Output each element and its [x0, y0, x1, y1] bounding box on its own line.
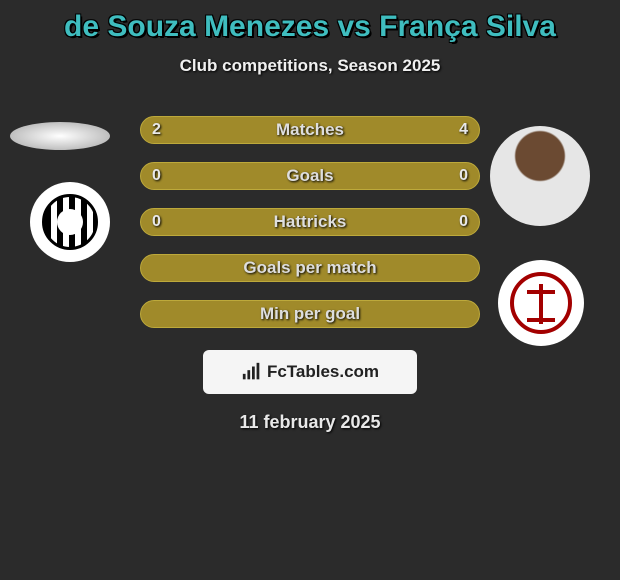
stat-row: 2 Matches 4 [140, 116, 480, 144]
stat-bar [140, 254, 480, 282]
stat-value-right: 0 [459, 213, 468, 231]
page-subtitle: Club competitions, Season 2025 [0, 56, 620, 76]
club-left-logo [30, 182, 110, 262]
stat-row: 0 Goals 0 [140, 162, 480, 190]
date-text: 11 february 2025 [0, 412, 620, 433]
player-left-avatar [10, 122, 110, 150]
branding-badge[interactable]: FcTables.com [203, 350, 417, 394]
club-right-logo [498, 260, 584, 346]
stat-value-right: 4 [459, 121, 468, 139]
stat-row: 0 Hattricks 0 [140, 208, 480, 236]
stat-row: Goals per match [140, 254, 480, 282]
stat-value-right: 0 [459, 167, 468, 185]
club-left-crest-icon [42, 194, 98, 250]
stat-value-left: 0 [152, 213, 161, 231]
bar-chart-icon [241, 361, 263, 383]
stat-bar [140, 208, 480, 236]
branding-text: FcTables.com [267, 362, 379, 382]
club-right-crest-icon [510, 272, 572, 334]
stat-value-left: 0 [152, 167, 161, 185]
stat-row: Min per goal [140, 300, 480, 328]
page-title: de Souza Menezes vs França Silva [0, 0, 620, 44]
stat-bar [140, 116, 480, 144]
stat-value-left: 2 [152, 121, 161, 139]
stat-bar [140, 162, 480, 190]
stat-bar [140, 300, 480, 328]
player-right-avatar [490, 126, 590, 226]
